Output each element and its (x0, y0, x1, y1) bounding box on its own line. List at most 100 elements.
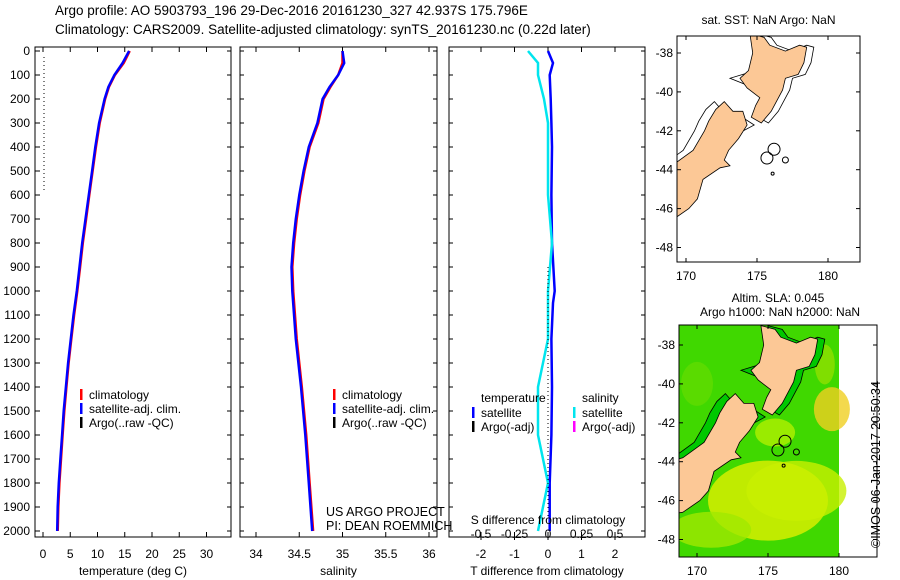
panel-frame-salinity (239, 46, 438, 538)
map-x-tick-label: 180 (829, 564, 849, 578)
map-y-tick-label: -40 (656, 85, 674, 99)
x-tick-label: 0 (545, 547, 552, 561)
x-tick-label: 25 (173, 547, 187, 561)
map-y-tick-label: -48 (658, 533, 676, 547)
legend-swatch (472, 421, 475, 432)
map-x-tick-label: 170 (687, 564, 707, 578)
x-tick-label: 36 (422, 547, 436, 561)
legend-swatch (80, 403, 83, 414)
map-content (677, 36, 815, 218)
legend-label: climatology (89, 388, 149, 402)
y-tick-label: 1400 (3, 380, 30, 394)
map-sst-map: 170 175 180 -38 -40 -42 -44 -46 -48 sat. SST: NaN… (656, 13, 861, 283)
panel-frame-difference (448, 46, 646, 538)
legend-label: Argo(-adj) (481, 420, 534, 434)
map-y-tick-label: -38 (656, 46, 674, 60)
y-tick-label: 1200 (3, 332, 30, 346)
south-island-land (677, 101, 748, 218)
y-tick-label: 200 (10, 92, 30, 106)
y-tick-label: 1900 (3, 500, 30, 514)
seamount-contour (771, 443, 785, 457)
seamount-contour (770, 171, 775, 176)
x-tick-label: 34 (249, 547, 263, 561)
north-island-land (739, 36, 808, 124)
legend-label: satellite-adj. clim. (342, 402, 434, 416)
map-y-tick-label: -46 (658, 494, 676, 508)
legend-swatch (333, 403, 336, 414)
x-tick-label: 10 (91, 547, 105, 561)
map-y-tick-label: -38 (658, 338, 676, 352)
legend-swatch (80, 417, 83, 428)
legend-label: satellite-adj. clim. (89, 402, 181, 416)
map-x-tick-label: 170 (676, 269, 696, 283)
north-island-land (750, 325, 819, 416)
y-tick-label: 300 (10, 116, 30, 130)
seamount-contour (767, 142, 781, 156)
x2-tick-label: -0.25 (501, 527, 529, 541)
y-tick-label: 1100 (4, 308, 30, 322)
legend-label: Argo(..raw -QC) (89, 416, 174, 430)
legend-swatch (333, 417, 336, 428)
south-island-land (679, 393, 759, 514)
sla-anomaly-blob (679, 511, 752, 548)
sla-anomaly-blob (681, 361, 713, 406)
series-line-satellite-adj-clim- (290, 50, 346, 532)
series-line-salinity-satellite (527, 50, 554, 532)
y-tick-label: 1300 (3, 356, 30, 370)
map-y-tick-label: -44 (656, 163, 674, 177)
sla-anomaly-blob (755, 418, 796, 447)
x-tick-label: 5 (67, 547, 74, 561)
legend-label: climatology (342, 388, 402, 402)
x-tick-label: 35 (336, 547, 350, 561)
map-y-tick-label: -48 (656, 241, 674, 255)
seamount-contour (792, 448, 800, 456)
credit-text: US ARGO PROJECT (326, 505, 445, 519)
x-axis-label: T difference from climatology (470, 564, 624, 578)
map-x-tick-label: 180 (818, 269, 838, 283)
map-y-tick-label: -40 (658, 377, 676, 391)
map-frame (678, 324, 878, 558)
x-axis-label: temperature (deg C) (79, 564, 187, 578)
y-tick-label: 600 (10, 188, 30, 202)
map-title: Altim. SLA: 0.045 (732, 291, 825, 305)
y-tick-label: 100 (10, 68, 30, 82)
map-y-tick-label: -42 (658, 416, 676, 430)
x-tick-label: 35.5 (374, 547, 398, 561)
x-tick-label: 20 (145, 547, 159, 561)
x-tick-label: 1 (578, 547, 585, 561)
y-tick-label: 900 (10, 260, 30, 274)
y-tick-label: 1600 (3, 428, 30, 442)
panel-frame-temperature (34, 46, 232, 538)
y-tick-label: 800 (10, 236, 30, 250)
y-tick-label: 1700 (3, 452, 30, 466)
x2-tick-label: 0.5 (607, 527, 624, 541)
map-title-2: Argo h1000: NaN h2000: NaN (700, 305, 860, 319)
x2-tick-label: 0 (545, 527, 552, 541)
x2-tick-label: -0.5 (471, 527, 492, 541)
legend-label: Argo(..raw -QC) (342, 416, 427, 430)
title-line-2: Climatology: CARS2009. Satellite-adjuste… (55, 22, 591, 37)
legend-swatch (573, 421, 576, 432)
y-tick-label: 1500 (3, 404, 30, 418)
x-tick-label: 34.5 (288, 547, 312, 561)
legend-swatch (80, 389, 83, 400)
x-tick-label: -1 (509, 547, 520, 561)
sla-anomaly-blob (746, 460, 847, 521)
seamount-contour (781, 156, 789, 164)
legend-label: Argo(-adj) (582, 420, 635, 434)
x-tick-label: 2 (612, 547, 619, 561)
x-tick-label: 0 (40, 547, 47, 561)
map-sla-map: 170 175 180 -38 -40 -42 -44 -46 -48 Altim. SLA: 0… (658, 291, 878, 578)
legend-swatch (573, 407, 576, 418)
sla-anomaly-blob (813, 387, 850, 432)
map-frame (676, 35, 861, 263)
y-tick-label: 1000 (3, 284, 30, 298)
series-line-climatology (56, 50, 131, 532)
map-content (679, 325, 850, 557)
x-tick-label: -2 (476, 547, 487, 561)
legend-label: satellite (481, 406, 522, 420)
y-tick-label: 2000 (3, 524, 30, 538)
legend-swatch (333, 389, 336, 400)
map-y-tick-label: -44 (658, 455, 676, 469)
title-line-1: Argo profile: AO 5903793_196 29-Dec-2016… (55, 3, 528, 18)
